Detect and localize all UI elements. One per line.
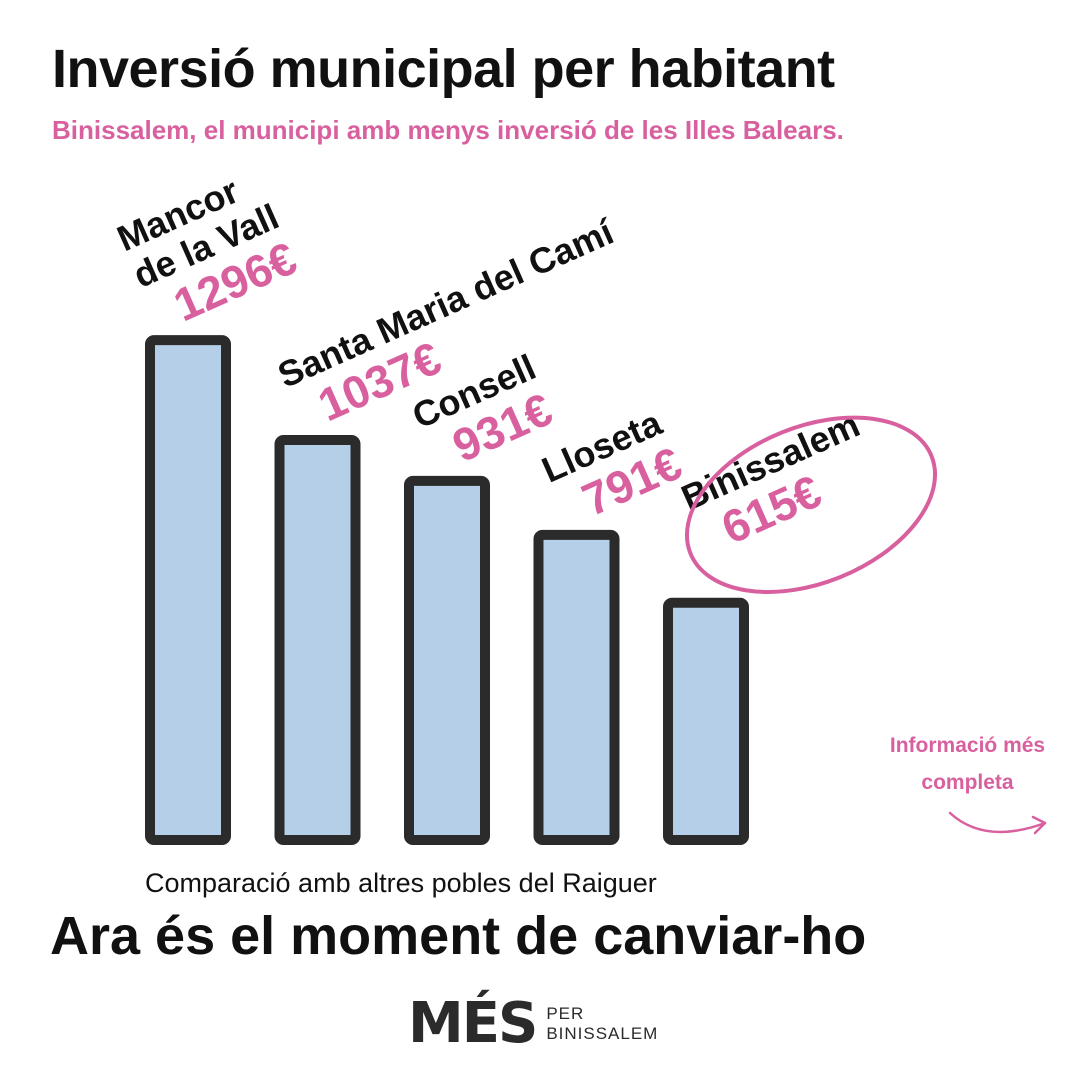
logo-subtitle: PER BINISSALEM xyxy=(546,1004,658,1043)
curved-arrow-icon xyxy=(948,811,1047,835)
page-title: Inversió municipal per habitant xyxy=(52,39,835,99)
chart-caption: Comparació amb altres pobles del Raiguer xyxy=(145,868,657,898)
page-subtitle: Binissalem, el municipi amb menys invers… xyxy=(52,115,844,145)
logo-town: BINISSALEM xyxy=(546,1024,659,1043)
bar xyxy=(663,597,749,845)
more-info-line-1: Informació més xyxy=(889,734,1046,757)
logo-mes: MÉS xyxy=(408,991,538,1056)
bar xyxy=(533,529,620,846)
logo-per: PER xyxy=(546,1004,585,1024)
more-info-line-2: completa xyxy=(921,770,1014,794)
bar-category-label: Santa Maria del Camí xyxy=(272,210,620,395)
more-info-link[interactable]: Informació més completa xyxy=(860,728,1075,802)
call-to-action: Ara és el moment de canviar-ho xyxy=(50,906,867,966)
bar xyxy=(404,475,490,845)
logo: MÉS PER BINISSALEM xyxy=(408,996,658,1052)
bar xyxy=(145,335,231,845)
bar-label-group: 791€Lloseta xyxy=(536,401,689,526)
highlight-circle xyxy=(684,415,938,594)
bar xyxy=(274,435,361,845)
